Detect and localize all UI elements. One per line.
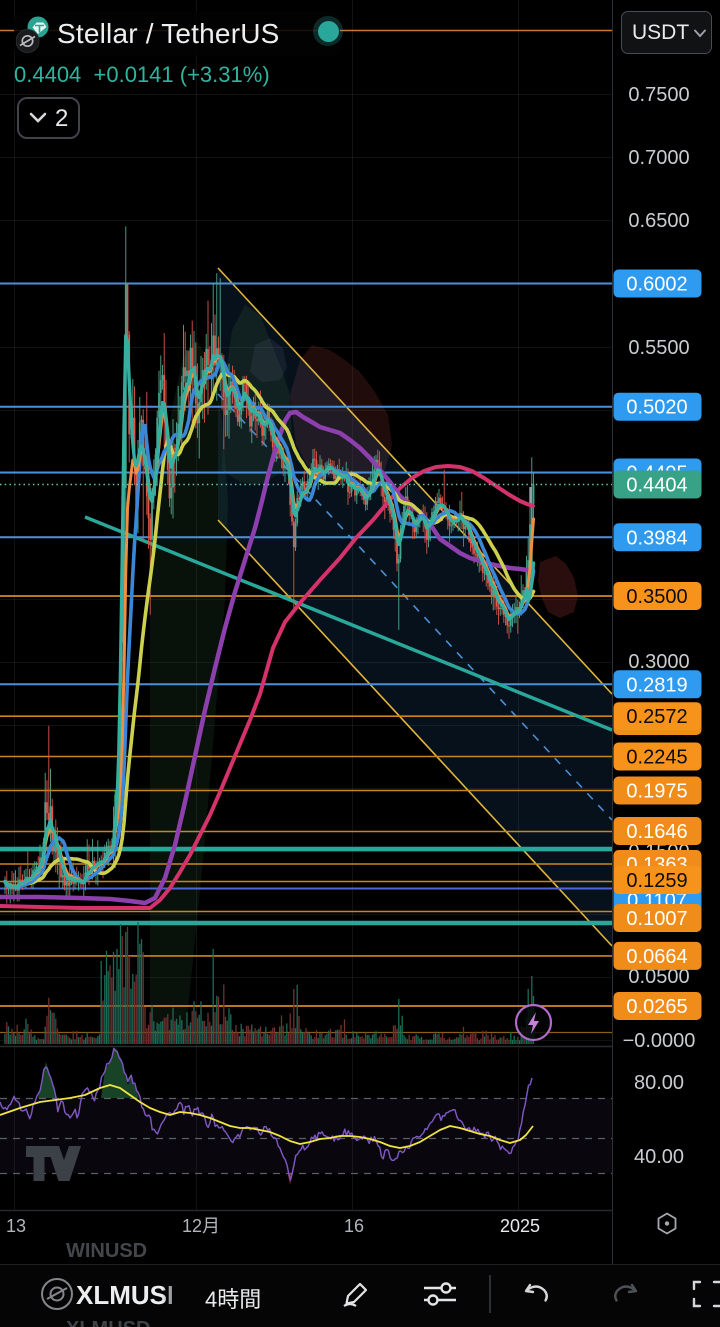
svg-text:0.1975: 0.1975 <box>626 781 687 803</box>
svg-text:−0.0000: −0.0000 <box>623 1030 696 1052</box>
svg-text:80.00: 80.00 <box>634 1072 684 1094</box>
svg-text:0.2245: 0.2245 <box>626 747 687 769</box>
svg-text:0.0500: 0.0500 <box>628 966 689 988</box>
svg-text:0.5020: 0.5020 <box>626 397 687 419</box>
svg-text:0.2572: 0.2572 <box>626 706 687 728</box>
svg-text:0.7000: 0.7000 <box>628 147 689 169</box>
svg-text:2025: 2025 <box>500 1216 540 1236</box>
svg-text:0.6002: 0.6002 <box>626 274 687 296</box>
svg-text:0.7500: 0.7500 <box>628 84 689 106</box>
svg-text:12月: 12月 <box>182 1216 220 1236</box>
svg-text:0.1259: 0.1259 <box>626 870 687 892</box>
svg-text:16: 16 <box>344 1216 364 1236</box>
svg-text:0.4404: 0.4404 <box>626 475 687 497</box>
svg-text:0.5500: 0.5500 <box>628 337 689 359</box>
svg-text:0.1007: 0.1007 <box>626 908 687 930</box>
svg-text:0.0265: 0.0265 <box>626 996 687 1018</box>
svg-text:0.0664: 0.0664 <box>626 946 687 968</box>
svg-text:0.1646: 0.1646 <box>626 821 687 843</box>
svg-text:40.00: 40.00 <box>634 1146 684 1168</box>
svg-text:13: 13 <box>6 1216 26 1236</box>
svg-text:0.3000: 0.3000 <box>628 651 689 673</box>
svg-text:0.2819: 0.2819 <box>626 674 687 696</box>
svg-text:0.3500: 0.3500 <box>626 586 687 608</box>
svg-text:0.3984: 0.3984 <box>626 527 687 549</box>
svg-text:0.6500: 0.6500 <box>628 210 689 232</box>
